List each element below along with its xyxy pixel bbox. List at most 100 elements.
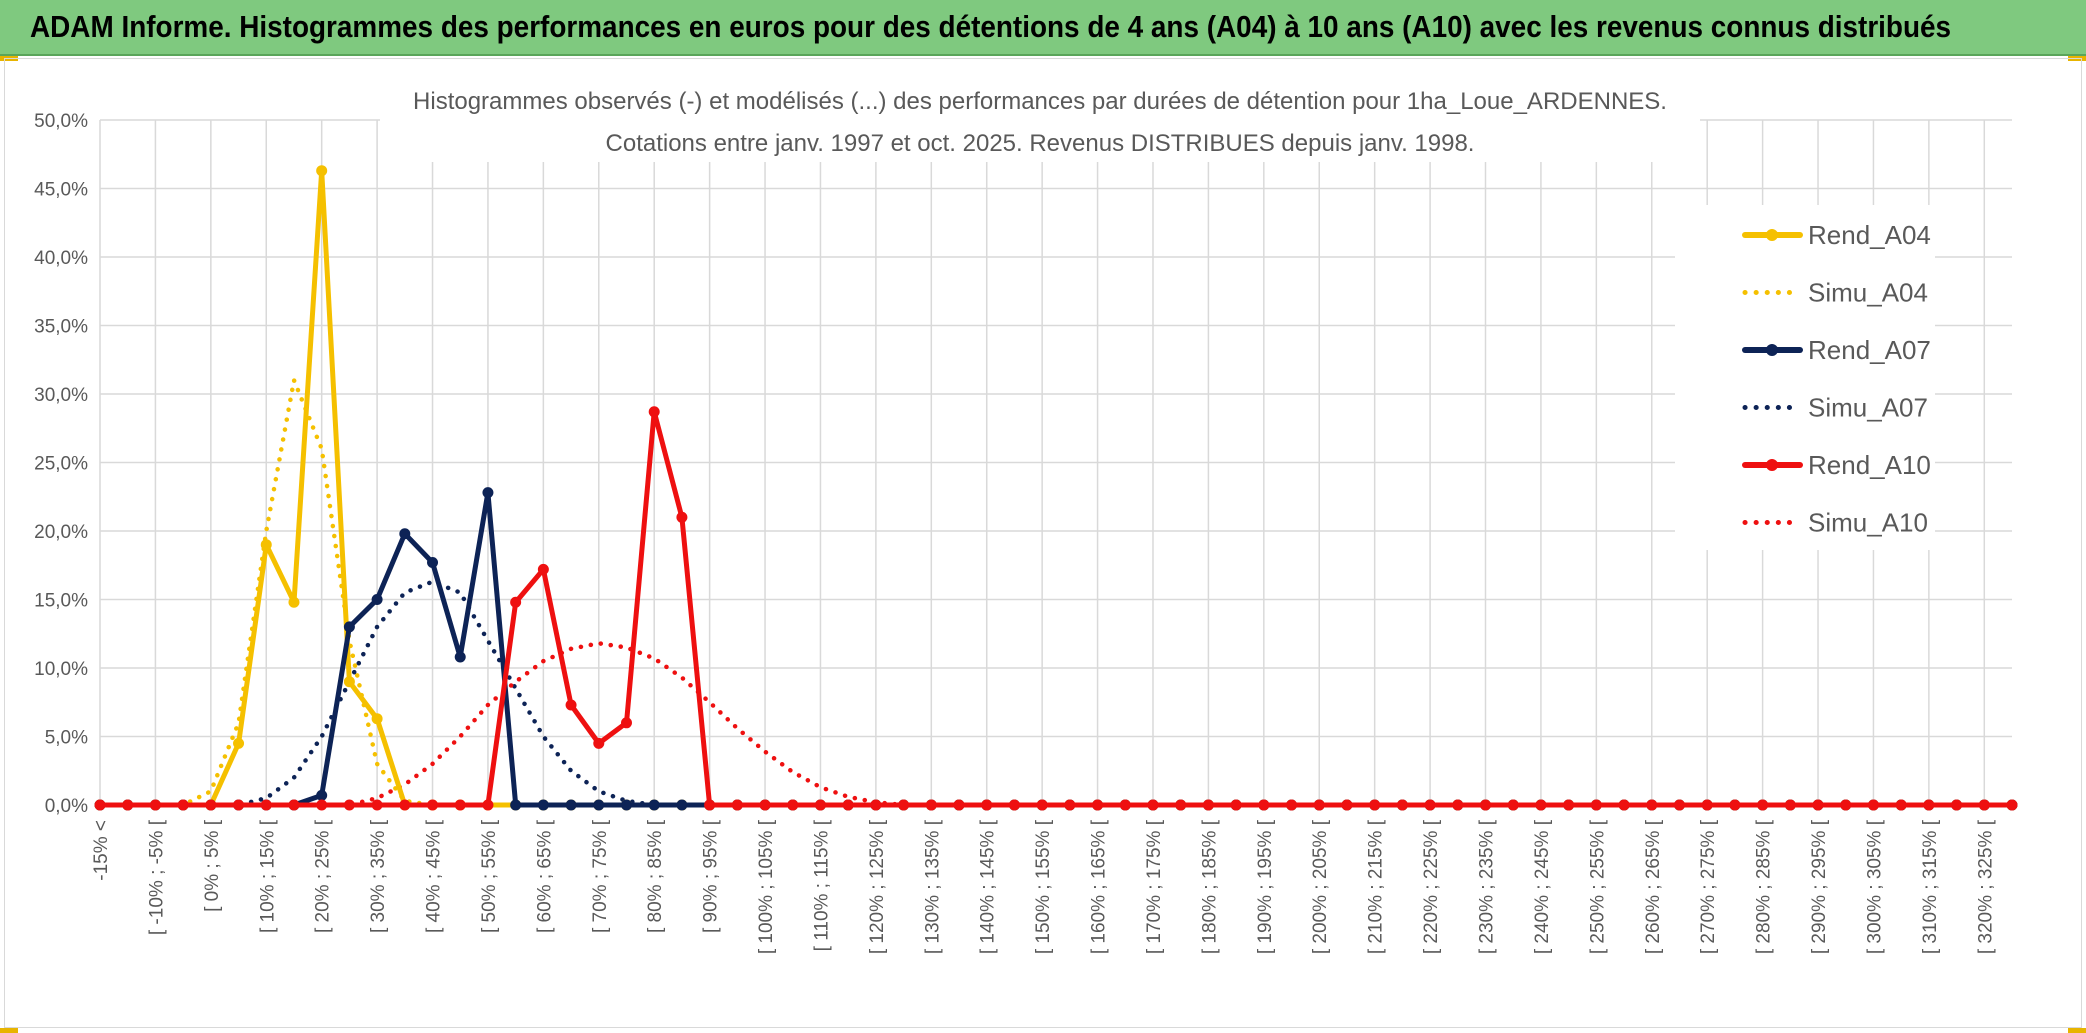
- data-point: [842, 799, 854, 811]
- data-point: [787, 799, 799, 811]
- y-tick-label: 50,0%: [34, 111, 88, 132]
- data-point: [427, 557, 439, 569]
- data-point: [593, 799, 605, 811]
- data-point: [1313, 799, 1325, 811]
- data-point: [94, 799, 106, 811]
- y-tick-label: 10,0%: [34, 659, 88, 680]
- chart-title: Histogrammes observés (-) et modélisés (…: [413, 88, 1667, 115]
- data-point: [343, 676, 355, 688]
- data-point: [1923, 799, 1935, 811]
- data-point: [593, 737, 605, 749]
- x-tick-label: [ 290% ; 295% [: [1809, 819, 1830, 954]
- data-point: [1258, 799, 1270, 811]
- legend-item-simu_a10: Simu_A10: [1742, 508, 1928, 538]
- legend-item-rend_a04: Rend_A04: [1742, 220, 1931, 250]
- y-axis-tick-labels: 0,0% 5,0% 10,0% 15,0% 20,0% 25,0% 30,0% 35,0% 40…: [34, 111, 88, 817]
- legend-label: Simu_A07: [1808, 393, 1928, 423]
- x-tick-label: [ 160% ; 165% [: [1089, 819, 1110, 954]
- legend-item-simu_a07: Simu_A07: [1742, 393, 1928, 423]
- data-point: [1729, 799, 1741, 811]
- data-point: [925, 799, 937, 811]
- data-point: [1978, 799, 1990, 811]
- chart-frame: [4, 58, 2082, 1028]
- x-tick-label: [ 260% ; 265% [: [1643, 819, 1664, 954]
- x-tick-label: [ 70% ; 75% [: [590, 819, 611, 933]
- data-point: [343, 799, 355, 811]
- data-point: [648, 799, 660, 811]
- x-tick-label: [ 280% ; 285% [: [1754, 819, 1775, 954]
- data-point: [233, 737, 245, 749]
- data-point: [205, 799, 217, 811]
- data-point: [814, 799, 826, 811]
- data-point: [454, 799, 466, 811]
- x-tick-label: [ 190% ; 195% [: [1255, 819, 1276, 954]
- title-banner: ADAM Informe. Histogrammes des performan…: [0, 0, 2086, 56]
- legend-background: [1675, 205, 1935, 550]
- data-point: [1286, 799, 1298, 811]
- x-tick-label: [ 270% ; 275% [: [1698, 819, 1719, 954]
- x-tick-label: [ 310% ; 315% [: [1920, 819, 1941, 954]
- data-point: [1341, 799, 1353, 811]
- series-line-rend_a10: [97, 409, 2015, 808]
- corner-accent-bottom-left: [0, 1028, 18, 1033]
- data-point: [316, 165, 328, 177]
- x-tick-label: [ 170% ; 175% [: [1144, 819, 1165, 954]
- data-point: [620, 717, 632, 729]
- x-tick-label: [ 60% ; 65% [: [534, 819, 555, 933]
- x-tick-label: [ 110% ; 115% [: [811, 819, 832, 951]
- data-point: [1396, 799, 1408, 811]
- legend-label: Rend_A04: [1808, 220, 1931, 250]
- data-point: [1452, 799, 1464, 811]
- data-point: [898, 799, 910, 811]
- data-point: [482, 487, 494, 499]
- data-point: [1784, 799, 1796, 811]
- x-tick-label: [ 30% ; 35% [: [368, 819, 389, 933]
- data-point: [1757, 799, 1769, 811]
- data-point: [177, 799, 189, 811]
- data-point: [1230, 799, 1242, 811]
- data-point: [316, 799, 328, 811]
- data-point: [1895, 799, 1907, 811]
- data-point: [731, 799, 743, 811]
- data-point: [260, 799, 272, 811]
- data-point: [371, 594, 383, 605]
- data-point: [510, 799, 522, 811]
- report-title: ADAM Informe. Histogrammes des performan…: [30, 9, 1952, 44]
- data-point: [1064, 799, 1076, 811]
- legend-label: Rend_A07: [1808, 335, 1931, 365]
- data-point: [1535, 799, 1547, 811]
- x-tick-label: [ 40% ; 45% [: [424, 819, 445, 933]
- data-point: [759, 799, 771, 811]
- data-point: [981, 799, 993, 811]
- y-tick-label: 30,0%: [34, 385, 88, 406]
- x-tick-label: [ -10% ; -5% [: [146, 819, 167, 935]
- data-point: [1673, 799, 1685, 811]
- x-tick-label: [ 180% ; 185% [: [1199, 819, 1220, 954]
- x-tick-label: [ 10% ; 15% [: [257, 819, 278, 933]
- data-point: [2006, 799, 2018, 811]
- data-point: [676, 799, 688, 811]
- data-point: [565, 799, 577, 811]
- x-tick-label: [ 50% ; 55% [: [479, 819, 500, 933]
- corner-accent-bottom-right: [2068, 1028, 2086, 1033]
- legend-marker: [1766, 344, 1778, 356]
- y-tick-label: 15,0%: [34, 591, 88, 612]
- data-point: [1812, 799, 1824, 811]
- data-point: [371, 713, 383, 725]
- x-tick-label: [ 130% ; 135% [: [922, 819, 943, 954]
- data-point: [1092, 799, 1104, 811]
- y-tick-label: 20,0%: [34, 522, 88, 543]
- x-tick-label: [ 250% ; 255% [: [1587, 819, 1608, 954]
- x-tick-label: [ 120% ; 125% [: [867, 819, 888, 954]
- data-point: [399, 528, 411, 540]
- legend-label: Rend_A10: [1808, 450, 1931, 480]
- x-tick-label: [ 240% ; 245% [: [1532, 819, 1553, 954]
- y-tick-label: 40,0%: [34, 248, 88, 269]
- data-point: [427, 799, 439, 811]
- data-point: [510, 596, 522, 608]
- x-tick-label: [ 80% ; 85% [: [645, 819, 666, 933]
- data-point: [565, 699, 577, 711]
- data-point: [704, 799, 716, 811]
- x-tick-label: [ 140% ; 145% [: [978, 819, 999, 954]
